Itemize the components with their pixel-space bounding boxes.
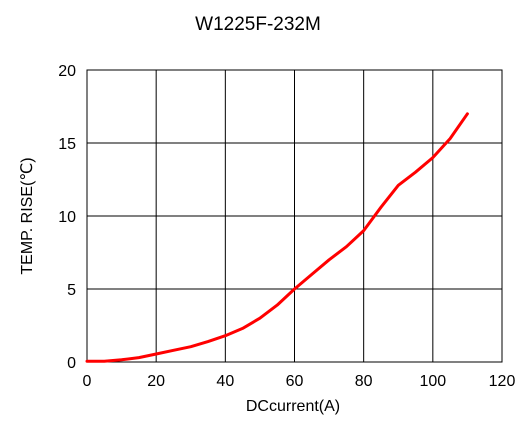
x-tick-label: 0 xyxy=(83,373,92,390)
x-tick-label: 100 xyxy=(419,373,446,390)
x-axis-label: DCcurrent(A) xyxy=(246,398,340,415)
grid xyxy=(86,69,503,363)
chart-title: W1225F-232M xyxy=(195,14,321,35)
y-axis-label: TEMP. RISE(℃) xyxy=(19,157,36,274)
y-tick-label: 0 xyxy=(67,355,76,372)
x-tick-label: 60 xyxy=(286,373,304,390)
x-tick-label: 120 xyxy=(489,373,516,390)
tick-labels: 0 20 40 60 80 100 120 0 5 10 15 20 xyxy=(58,63,515,390)
series-line xyxy=(85,112,469,363)
x-tick-label: 40 xyxy=(216,373,234,390)
y-tick-label: 10 xyxy=(58,209,76,226)
x-tick-label: 80 xyxy=(355,373,373,390)
y-tick-label: 5 xyxy=(67,282,76,299)
y-tick-label: 15 xyxy=(58,136,76,153)
series-lines xyxy=(85,112,469,363)
x-tick-label: 20 xyxy=(147,373,165,390)
plot-frame xyxy=(86,69,503,363)
y-tick-label: 20 xyxy=(58,63,76,80)
